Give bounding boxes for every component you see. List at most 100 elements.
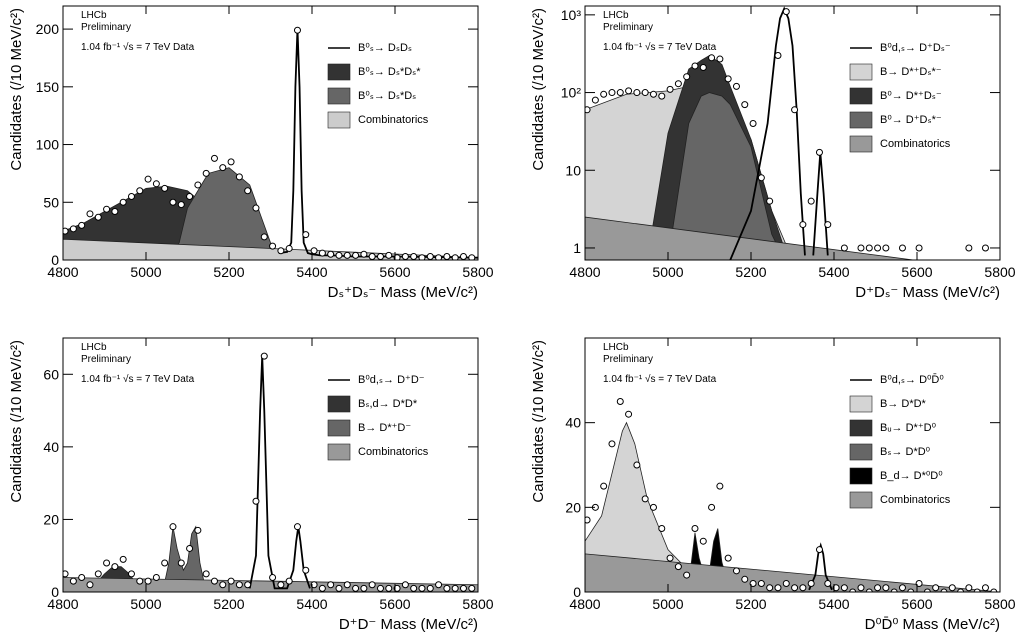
data-point — [932, 584, 940, 592]
y-tick-label: 1 — [573, 240, 581, 256]
x-tick-label: 5600 — [901, 264, 932, 280]
data-point — [269, 573, 277, 581]
data-point — [832, 584, 840, 592]
data-point — [699, 64, 707, 72]
data-point — [393, 584, 401, 592]
plot-area — [63, 26, 478, 260]
x-tick-label: 5800 — [462, 596, 493, 612]
data-point — [708, 503, 716, 511]
data-point — [815, 148, 823, 156]
data-point — [302, 566, 310, 574]
y-tick-label: 20 — [565, 499, 581, 515]
data-point — [235, 581, 243, 589]
data-point — [136, 187, 144, 195]
data-point — [791, 106, 799, 114]
x-tick-label: 4800 — [569, 596, 600, 612]
data-point — [376, 253, 384, 260]
data-point — [219, 581, 227, 589]
y-tick-label: 40 — [565, 415, 581, 431]
data-point — [666, 85, 674, 93]
data-point — [186, 544, 194, 552]
data-point — [360, 584, 368, 592]
data-point — [691, 62, 699, 70]
data-point — [111, 208, 119, 216]
data-point — [63, 227, 69, 235]
plot-area — [585, 398, 1000, 592]
data-point — [874, 584, 882, 592]
signal-line — [808, 542, 833, 591]
legend-swatch — [849, 467, 873, 485]
data-point — [774, 584, 782, 592]
data-point — [103, 205, 111, 213]
data-point — [957, 588, 965, 592]
annotation: Preliminary — [81, 354, 131, 365]
data-point — [857, 584, 865, 592]
data-point — [401, 581, 409, 589]
data-point — [990, 588, 998, 592]
plot-frame — [62, 337, 479, 593]
data-point — [865, 588, 873, 592]
data-point — [269, 242, 277, 250]
data-point — [890, 588, 898, 592]
data-point — [849, 588, 857, 592]
legend-label: Bₛ,d→ D*D* — [358, 398, 418, 410]
x-tick-label: 4800 — [569, 264, 600, 280]
y-axis-label: Candidates (/10 MeV/c²) — [8, 8, 25, 171]
data-point — [152, 573, 160, 581]
data-point — [658, 92, 666, 100]
data-point — [443, 584, 451, 592]
data-point — [302, 231, 310, 239]
data-point — [310, 581, 318, 589]
data-point — [824, 221, 832, 229]
data-point — [103, 559, 111, 567]
data-point — [766, 197, 774, 205]
data-point — [591, 96, 599, 104]
y-tick-label: 10² — [561, 85, 582, 101]
x-tick-label: 5600 — [379, 596, 410, 612]
data-point — [468, 254, 476, 260]
data-point — [144, 577, 152, 585]
data-point — [343, 581, 351, 589]
panel: 4800 5000 5200 5400 5600 5800 0 20 40 60 D⁺D⁻ Mass… — [8, 337, 494, 633]
data-point — [368, 581, 376, 589]
data-point — [443, 253, 451, 260]
data-point — [882, 244, 890, 252]
x-tick-label: 5000 — [652, 264, 683, 280]
data-point — [666, 554, 674, 562]
data-point — [799, 584, 807, 592]
plot-area — [63, 352, 478, 592]
data-point — [699, 537, 707, 545]
data-point — [691, 525, 699, 532]
data-point — [177, 201, 185, 209]
data-point — [293, 523, 301, 531]
annotation: 1.04 fb⁻¹ √s = 7 TeV Data — [603, 41, 717, 53]
data-point — [981, 244, 989, 252]
data-point — [127, 570, 135, 578]
legend-swatch — [849, 111, 873, 129]
x-tick-label: 5800 — [462, 264, 493, 280]
data-point — [227, 158, 235, 166]
data-point — [616, 398, 624, 405]
x-tick-label: 5200 — [735, 596, 766, 612]
data-point — [840, 584, 848, 592]
data-point — [69, 225, 77, 233]
data-point — [285, 244, 293, 252]
data-point — [360, 250, 368, 258]
legend-label: B⁰ₛ→ DₛDₛ — [358, 42, 412, 54]
data-point — [468, 584, 476, 592]
y-tick-label: 40 — [43, 439, 59, 455]
y-tick-label: 0 — [573, 584, 581, 600]
data-point — [716, 482, 724, 490]
data-point — [782, 580, 790, 588]
data-point — [435, 254, 443, 260]
annotation: LHCb — [603, 342, 629, 353]
data-point — [385, 251, 393, 259]
data-point — [625, 410, 633, 418]
data-point — [981, 584, 989, 592]
y-tick-label: 150 — [36, 79, 60, 95]
data-point — [327, 581, 335, 589]
y-tick-label: 0 — [51, 584, 59, 600]
data-point — [63, 570, 69, 578]
data-point — [749, 580, 757, 588]
data-point — [973, 588, 981, 592]
